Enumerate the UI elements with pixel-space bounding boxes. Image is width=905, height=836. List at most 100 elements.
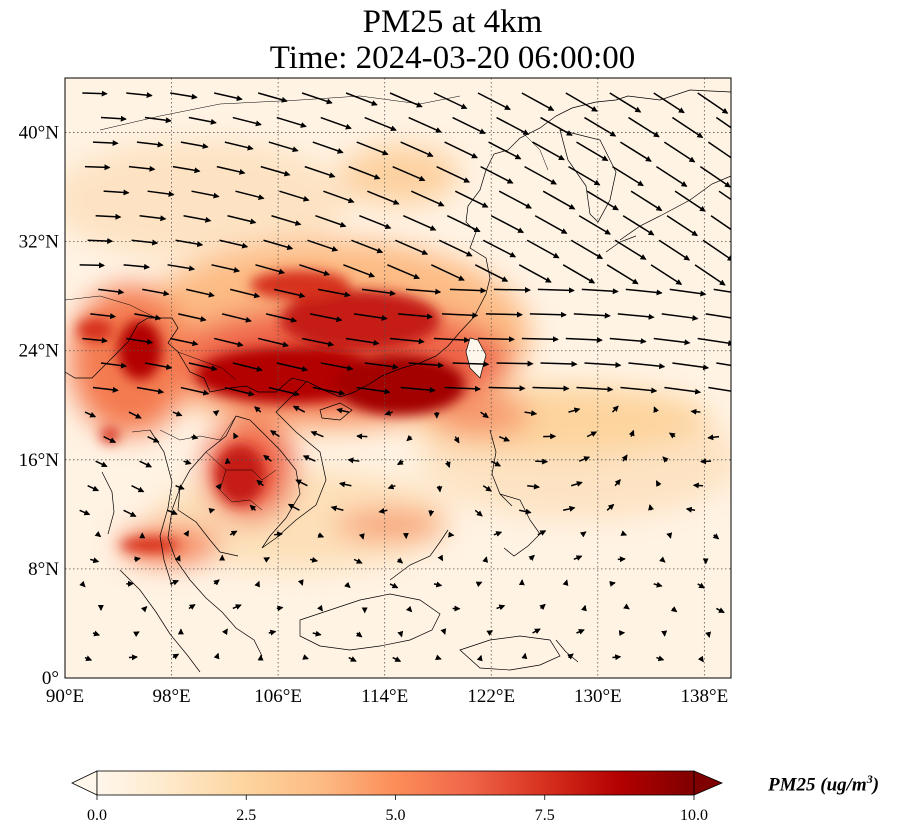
wind-arrow [476,654,483,662]
wind-arrow [628,362,666,370]
wind-arrow [528,554,535,562]
wind-arrow [444,385,482,392]
wind-arrow [175,484,185,490]
wind-arrow [169,579,180,586]
title-line-2: Time: 2024-03-20 06:00:00 [269,40,636,76]
colorbar-extend-max [693,770,724,796]
wind-arrow [496,116,530,136]
wind-arrow [446,215,481,233]
wind-arrow [540,116,573,136]
wind-arrow [576,629,585,635]
wind-arrow [389,92,423,108]
wind-arrow [338,481,352,488]
wind-arrow [270,430,280,438]
wind-arrow [532,628,541,635]
wind-arrow [133,631,140,637]
wind-arrow [715,116,731,129]
wind-arrow [622,215,655,236]
wind-arrow [521,652,528,660]
wind-arrow [659,556,666,563]
wind-arrow [170,92,198,100]
lat-tick-label: 0° [42,668,59,689]
wind-arrow [712,533,720,540]
wind-arrow [174,554,181,562]
wind-arrow [529,311,567,318]
wind-arrow [312,141,344,154]
wind-arrow [521,92,555,111]
wind-arrow [249,504,257,512]
wind-arrow [123,263,151,270]
colorbar-extend-min [71,770,98,796]
wind-arrow [336,407,349,414]
wind-arrow [396,557,404,564]
wind-arrow [227,214,257,225]
wind-arrow [330,505,344,512]
wind-arrow [263,454,272,462]
wind-arrow [232,604,242,610]
wind-arrow [292,405,306,413]
wind-arrow [670,606,678,613]
wind-arrow [178,313,207,322]
wind-arrow [524,410,538,417]
wind-arrow [612,654,622,661]
wind-arrow [606,503,615,511]
wind-arrow [521,336,559,343]
wind-arrow [131,239,159,246]
wind-arrow [188,116,217,125]
wind-arrow [658,239,691,261]
wind-arrow [690,408,701,415]
wind-arrow [436,165,471,183]
wind-arrow [147,190,175,197]
wind-arrow [662,456,669,463]
wind-arrow [344,581,351,589]
wind-arrow [392,165,426,182]
lat-tick-labels: 0° 8°N 16°N 24°N 32°N 40°N [19,123,60,689]
colorbar-body [96,770,695,796]
wind-arrow [312,630,322,637]
wind-arrow [437,554,444,562]
lat-tick-label: 24°N [19,341,60,362]
wind-arrow [562,579,569,587]
wind-arrow [175,239,204,248]
wind-arrow [586,431,598,438]
wind-arrow [669,288,707,297]
wind-arrow [302,654,309,660]
wind-arrow [254,406,262,413]
wind-arrow [485,311,523,318]
wind-arrow [126,92,153,99]
wind-arrow [183,459,192,465]
wind-arrow [532,385,570,392]
wind-arrow [224,141,254,151]
wind-arrow [568,407,581,414]
wind-arrow [666,532,673,539]
wind-arrow [295,479,308,487]
wind-arrow [263,557,271,563]
wind-arrow [232,362,263,372]
wind-arrow [302,455,316,462]
wind-arrow [477,92,511,111]
wind-arrow [668,432,676,439]
lat-tick-label: 16°N [19,450,60,471]
wind-arrow [535,458,549,465]
colorbar-tick-label: 5.0 [386,807,406,824]
wind-arrow [387,264,421,280]
wind-arrow [628,429,635,437]
wind-arrow [392,656,402,662]
wind-arrow [167,264,196,272]
wind-arrow [486,630,494,636]
wind-arrow [191,434,199,440]
wind-arrow [214,337,244,348]
wind-arrow [345,337,380,346]
wind-arrow [274,531,284,538]
wind-arrow [430,264,465,281]
colorbar-tick-label: 10.0 [680,807,708,824]
lon-tick-label: 138°E [681,686,729,707]
wind-arrow [498,435,510,442]
lon-tick-label: 114°E [361,686,408,707]
wind-arrow [216,165,246,175]
wind-arrow [653,92,685,114]
wind-arrow [697,92,729,114]
wind-arrow [312,386,346,396]
wind-arrow [387,483,396,490]
wind-arrow [273,288,306,299]
